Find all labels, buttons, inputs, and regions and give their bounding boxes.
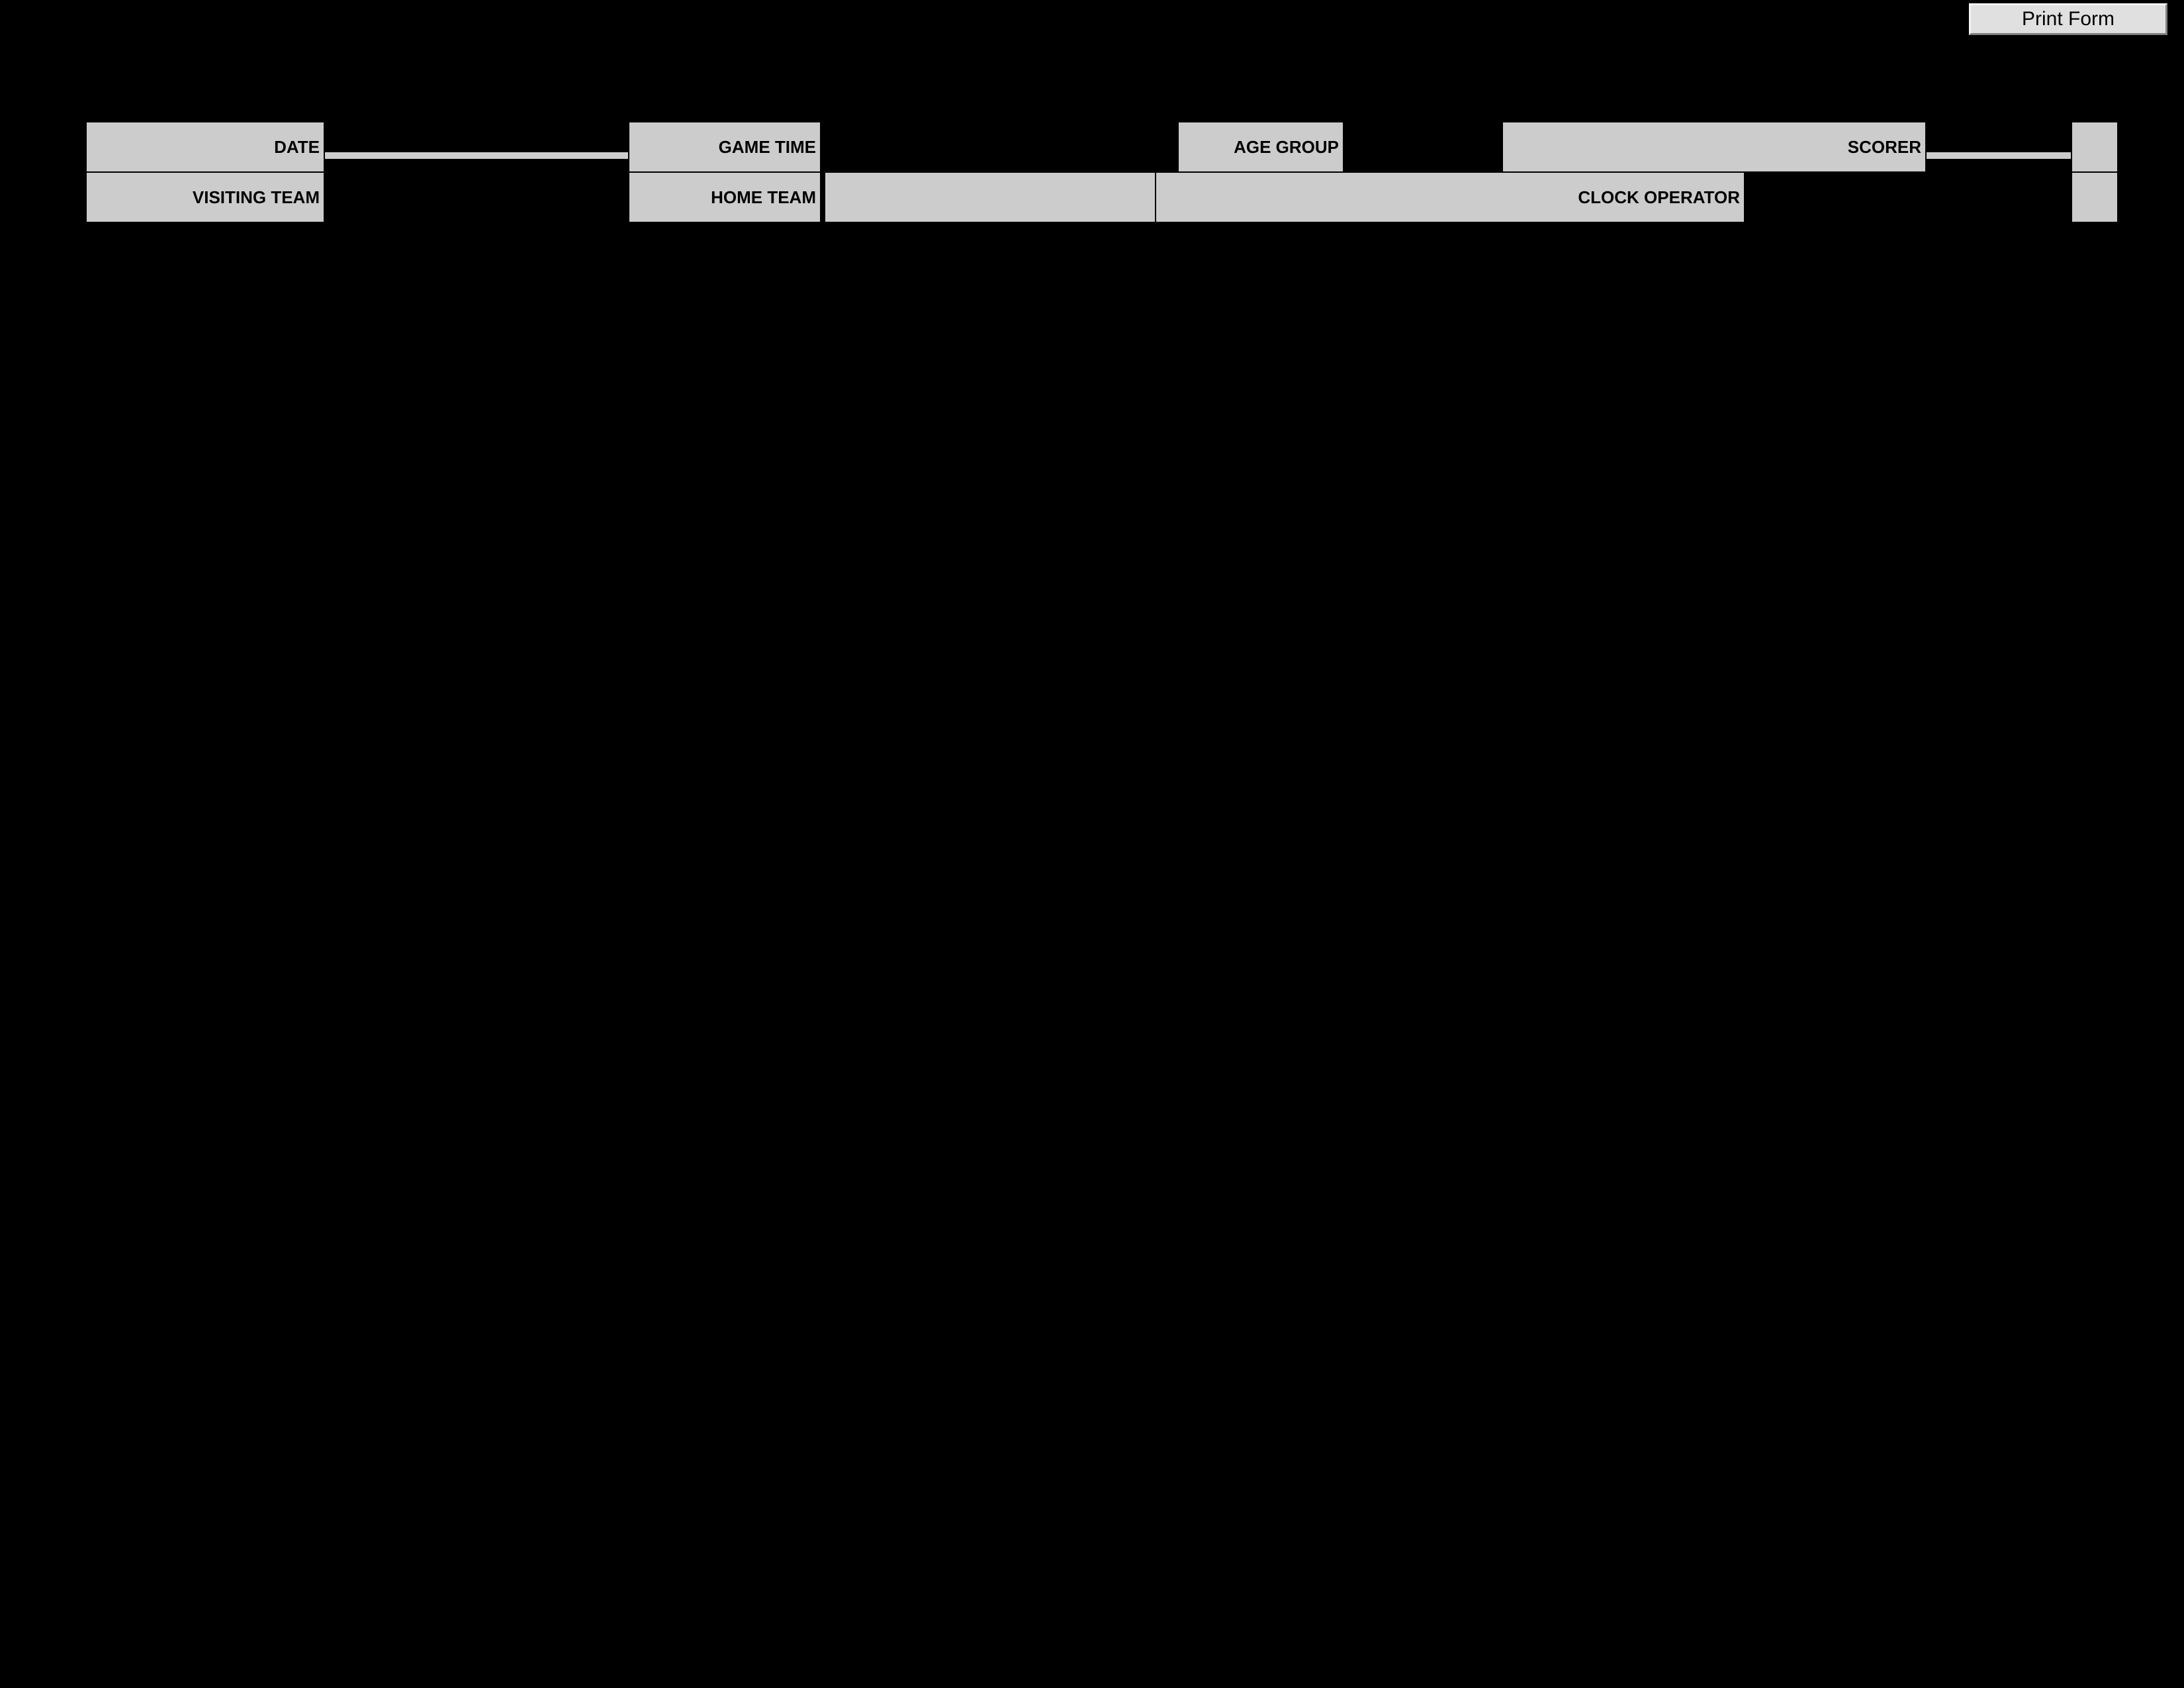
home-team-label: HOME TEAM [629, 172, 821, 222]
clock-operator-input[interactable] [1745, 172, 2071, 222]
clock-operator-label: CLOCK OPERATOR [1156, 172, 1745, 222]
form-header: DATE GAME TIME AGE GROUP SCORER VISITING… [86, 122, 2118, 222]
date-label: DATE [86, 122, 324, 172]
header-row-2: VISITING TEAM HOME TEAM CLOCK OPERATOR [86, 172, 2118, 222]
age-group-input[interactable] [1343, 122, 1502, 172]
row1-end-cap [2071, 122, 2118, 172]
scorer-label: SCORER [1502, 122, 1926, 172]
header-row-1: DATE GAME TIME AGE GROUP SCORER [86, 122, 2118, 172]
visiting-team-label: VISITING TEAM [86, 172, 324, 222]
scorer-input[interactable] [1926, 122, 2071, 172]
game-time-label: GAME TIME [629, 122, 821, 172]
date-input[interactable] [324, 122, 629, 172]
visiting-team-input[interactable] [324, 172, 629, 222]
print-form-button[interactable]: Print Form [1969, 3, 2167, 35]
row2-spacer-1 [825, 172, 1156, 222]
age-group-label: AGE GROUP [1178, 122, 1343, 172]
row2-end-cap [2071, 172, 2118, 222]
game-time-input[interactable] [821, 122, 1178, 172]
